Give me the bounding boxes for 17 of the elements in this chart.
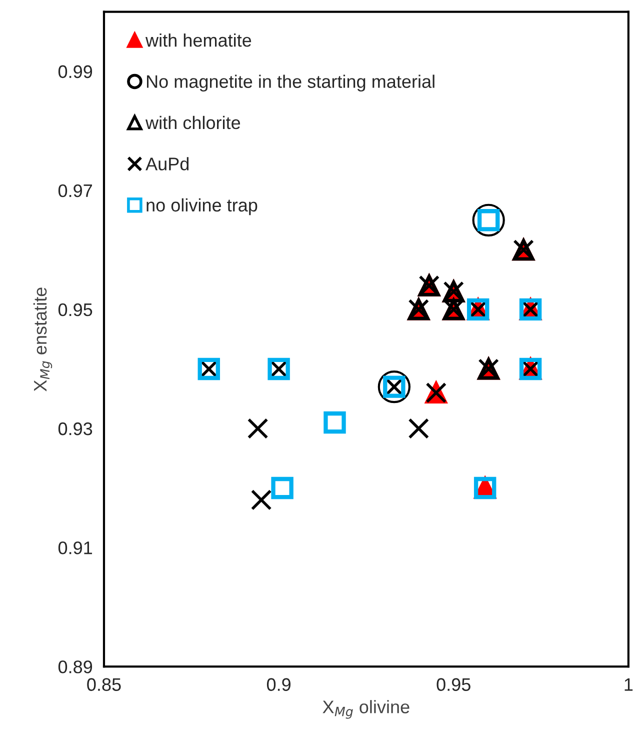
legend-label: no olivine trap [146, 198, 258, 216]
y-tick-label: 0.89 [58, 660, 92, 674]
legend-label: with chlorite [145, 116, 240, 130]
x-tick-label: 0.85 [87, 678, 121, 691]
y-axis-title: X$_{Mg}$ enstatite [33, 288, 52, 392]
x-tick-label: 1 [624, 678, 633, 691]
y-tick-label: 0.97 [58, 184, 92, 198]
y-tick-label: 0.91 [58, 541, 92, 554]
y-tick-label: 0.99 [58, 65, 92, 78]
x-tick-label: 0.95 [436, 678, 470, 691]
x-tick-label: 0.9 [266, 678, 290, 691]
x-axis-title: X$_{Mg}$ olivine [322, 700, 410, 719]
legend-label: No magnetite in the starting material [147, 74, 434, 92]
y-tick-label: 0.93 [58, 422, 92, 436]
legend-label: with hematite [145, 33, 252, 47]
y-tick-label: 0.95 [58, 303, 92, 316]
legend-label: AuPd [146, 157, 189, 170]
